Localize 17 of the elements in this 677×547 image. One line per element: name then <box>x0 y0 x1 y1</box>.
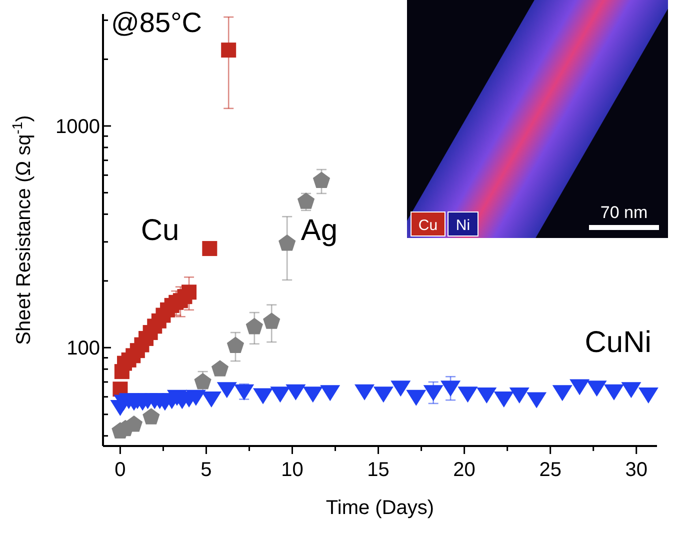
annotation: Ni <box>456 217 470 234</box>
series-label: CuNi <box>584 326 652 359</box>
x-tick-label: 15 <box>367 459 390 481</box>
x-tick-label: 5 <box>200 459 212 481</box>
annotation: Cu <box>418 217 438 234</box>
y-tick-label: 100 <box>66 338 100 360</box>
x-tick-label: 10 <box>281 459 304 481</box>
annotation: @85°C <box>111 7 202 38</box>
series-label: Ag <box>300 214 338 247</box>
series-label: Cu <box>140 214 180 247</box>
x-axis-title: Time (Days) <box>326 497 434 519</box>
x-tick-label: 30 <box>625 459 648 481</box>
x-tick-label: 20 <box>453 459 476 481</box>
x-tick-label: 25 <box>539 459 562 481</box>
y-tick-label: 1000 <box>56 116 100 138</box>
x-tick-label: 0 <box>114 459 126 481</box>
annotation: 70 nm <box>600 203 648 222</box>
